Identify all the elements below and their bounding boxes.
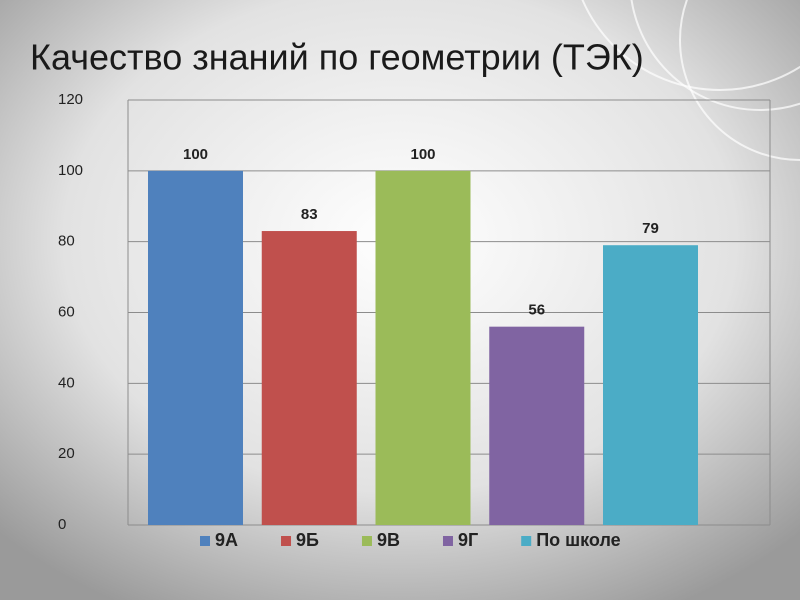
y-tick-label: 20 <box>58 445 75 462</box>
data-label: 83 <box>301 206 318 223</box>
legend-label: 9А <box>215 530 238 550</box>
legend-swatch <box>442 536 453 546</box>
data-label: 56 <box>528 302 545 319</box>
data-label: 100 <box>410 146 435 163</box>
chart-title: Качество знаний по геометрии (ТЭК) <box>30 37 644 78</box>
bar <box>261 231 357 525</box>
legend-swatch <box>521 536 532 546</box>
legend-swatch <box>200 536 210 546</box>
y-tick-label: 120 <box>58 91 83 108</box>
bar <box>603 245 698 526</box>
y-tick-label: 60 <box>58 303 75 320</box>
legend-label: 9В <box>377 530 400 550</box>
y-tick-label: 40 <box>58 374 75 391</box>
y-tick-label: 0 <box>58 516 66 533</box>
legend-label: 9Г <box>458 530 478 550</box>
bar <box>489 326 585 525</box>
decoration <box>581 0 800 161</box>
legend-swatch <box>281 536 292 546</box>
legend-label: По школе <box>536 530 620 550</box>
legend-label: 9Б <box>296 530 319 550</box>
y-tick-label: 80 <box>58 233 75 250</box>
y-tick-label: 100 <box>58 162 83 179</box>
data-label: 100 <box>183 146 208 163</box>
bar <box>375 170 471 526</box>
bar <box>148 170 243 526</box>
legend-swatch <box>361 536 372 546</box>
data-label: 79 <box>642 220 659 237</box>
